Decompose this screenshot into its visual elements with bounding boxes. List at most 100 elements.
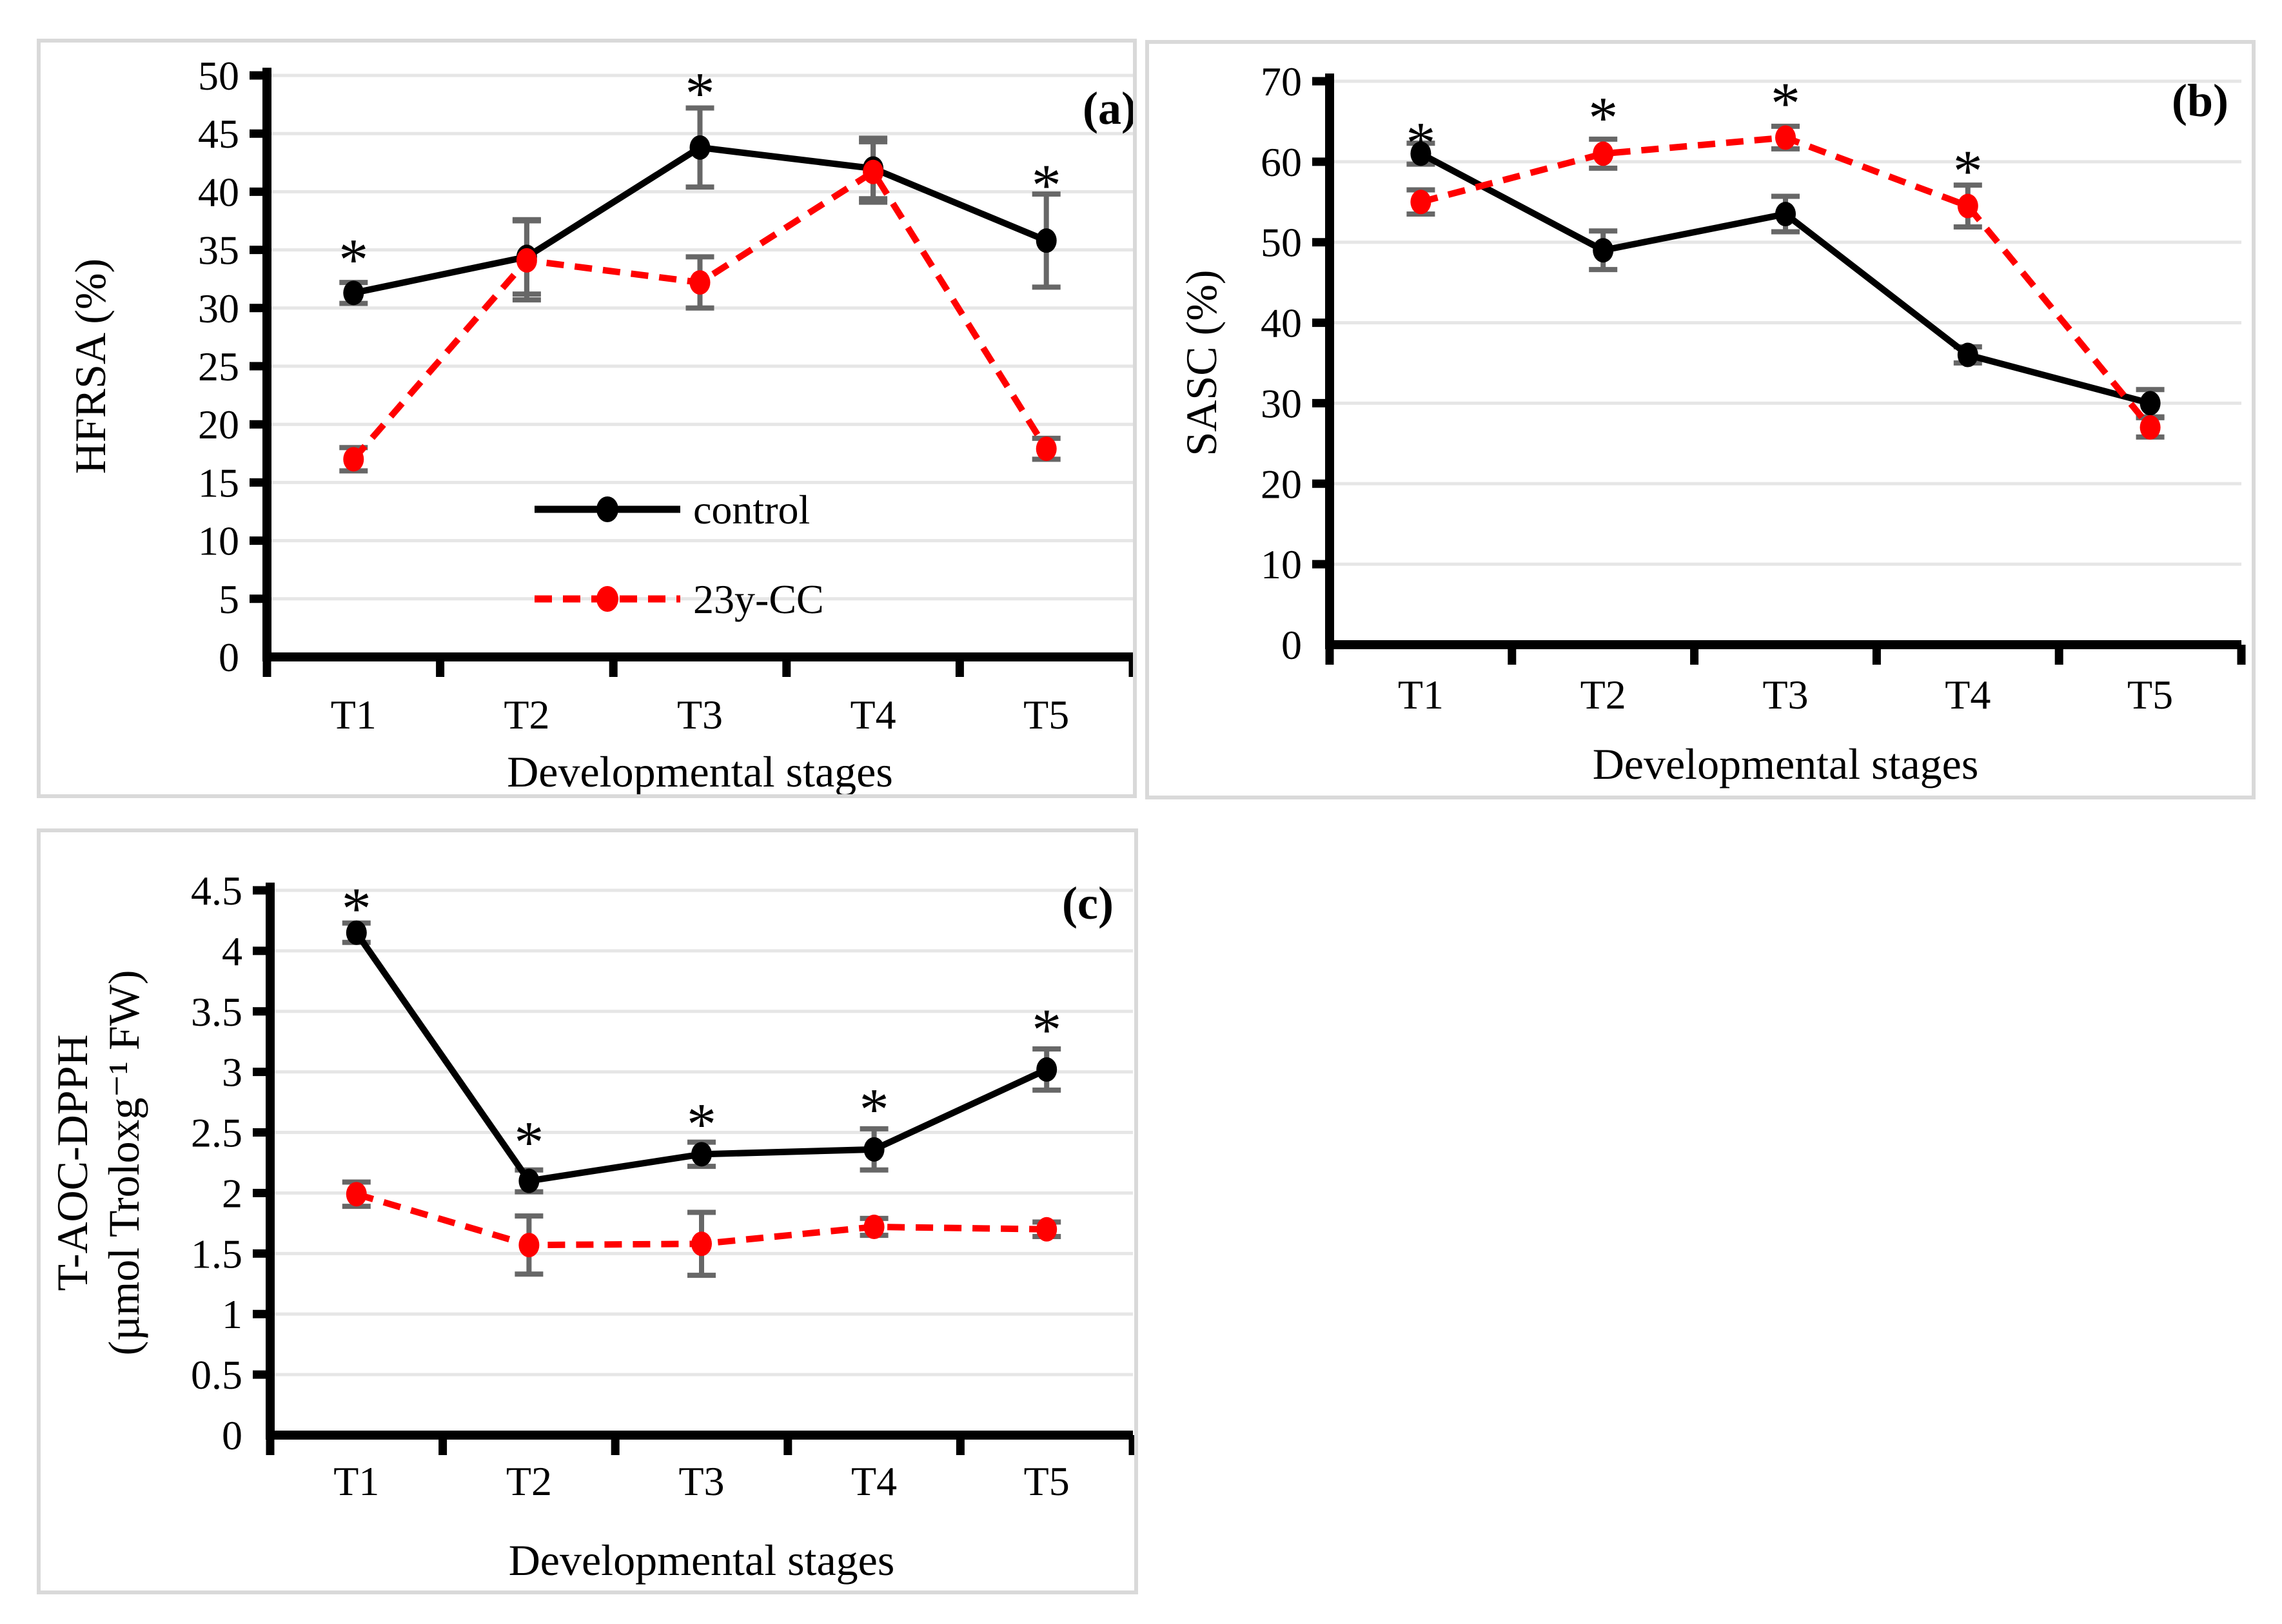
x-axis-title: Developmental stages <box>507 747 893 794</box>
significance-asterisk: * <box>342 876 371 941</box>
data-point-marker <box>1410 141 1431 166</box>
y-tick-label: 2 <box>222 1170 242 1216</box>
y-tick-label: 70 <box>1261 59 1302 104</box>
chart-a-hfrsa: * * * 0 5 10 15 20 25 30 35 40 45 50 T1 T2 T3 T4 T5 Develop… <box>66 53 1133 794</box>
legend-marker <box>596 496 618 522</box>
data-point-marker <box>863 159 884 184</box>
y-tick-label: 0 <box>222 1413 242 1458</box>
series-line-23y-CC <box>1420 134 2153 430</box>
data-point-marker <box>1036 1057 1057 1082</box>
significance-asterisk: * <box>685 60 715 126</box>
tick-marks <box>250 71 1133 677</box>
y-tick-label: 4.5 <box>191 868 242 914</box>
significance-asterisk: * <box>687 1091 716 1157</box>
y-tick-label: 20 <box>198 402 239 447</box>
y-tick-label: 60 <box>1261 139 1302 185</box>
y-tick-label: 1 <box>222 1291 242 1337</box>
data-point-marker <box>1593 141 1614 166</box>
data-point-marker <box>2139 391 2161 416</box>
y-tick-label: 5 <box>219 576 239 622</box>
y-tick-labels: 0 0.5 1 1.5 2 2.5 3 3.5 4 4.5 <box>191 868 242 1458</box>
y-tick-label: 30 <box>1261 380 1302 426</box>
y-tick-label: 1.5 <box>191 1231 242 1277</box>
significance-asterisk: * <box>1771 70 1800 136</box>
data-point-marker <box>1775 202 1796 227</box>
panel-c: * * * * * 0 0.5 1 1.5 2 2.5 3 3.5 4 4.5 T1 T2 T3 T4 T5 Devel… <box>37 828 1138 1594</box>
x-tick-labels: T1 T2 T3 T4 T5 <box>331 692 1069 738</box>
x-tick-label: T5 <box>2127 672 2173 718</box>
y-tick-label: 0 <box>1281 622 1302 668</box>
data-point-marker <box>1410 190 1431 215</box>
y-tick-label: 25 <box>198 344 239 389</box>
y-tick-label: 50 <box>1261 220 1302 266</box>
series-markers-23y-CC <box>346 1182 1057 1258</box>
panel-a: * * * 0 5 10 15 20 25 30 35 40 45 50 T1 T2 T3 T4 T5 Develop… <box>37 39 1137 798</box>
y-tick-label: 4 <box>222 928 242 974</box>
legend: control 23y-CC <box>535 487 824 622</box>
data-point-marker <box>518 1168 540 1193</box>
significance-asterisk: * <box>1953 138 1983 204</box>
y-axis-title: T-AOC-DPPH <box>48 1034 97 1291</box>
data-point-marker <box>343 447 364 472</box>
chart-b-sasc: * * * * 0 10 20 30 40 50 60 70 T1 T2 T3 T4 T5 Development… <box>1177 59 2246 788</box>
y-tick-label: 40 <box>1261 300 1302 346</box>
data-point-marker <box>691 1142 712 1167</box>
series-markers-23y-CC <box>343 159 1057 472</box>
x-axis-title: Developmental stages <box>509 1536 895 1585</box>
x-tick-label: T1 <box>331 692 377 738</box>
data-point-marker <box>516 248 537 273</box>
data-point-marker <box>689 135 711 160</box>
significance-marks: * * * <box>339 60 1061 292</box>
data-point-marker <box>346 1182 367 1207</box>
gridlines <box>270 888 1133 1376</box>
y-tick-label: 3 <box>222 1050 242 1095</box>
tick-marks <box>253 886 1134 1455</box>
series-markers-23y-CC <box>1410 125 2161 440</box>
legend-label: 23y-CC <box>693 576 824 622</box>
data-point-marker <box>1957 342 1978 367</box>
y-tick-label: 45 <box>198 111 239 157</box>
series-markers-control <box>346 920 1057 1193</box>
gridlines <box>1330 79 2241 566</box>
y-tick-label: 10 <box>198 518 239 564</box>
significance-marks: * * * * * <box>342 876 1061 1175</box>
data-point-marker <box>1775 125 1796 150</box>
y-tick-label: 40 <box>198 169 239 215</box>
y-tick-label: 35 <box>198 228 239 273</box>
x-tick-labels: T1 T2 T3 T4 T5 <box>1398 672 2173 718</box>
x-tick-label: T4 <box>851 1458 897 1504</box>
x-tick-label: T1 <box>1398 672 1444 718</box>
y-tick-label: 15 <box>198 460 239 505</box>
y-axis-title: SASC (%) <box>1177 269 1226 456</box>
y-tick-label: 50 <box>198 53 239 99</box>
x-tick-label: T3 <box>677 692 723 738</box>
x-tick-label: T2 <box>1580 672 1626 718</box>
axes <box>266 883 1133 1440</box>
panel-b: * * * * 0 10 20 30 40 50 60 70 T1 T2 T3 T4 T5 Development… <box>1145 40 2256 799</box>
data-point-marker <box>346 920 367 945</box>
axes <box>1325 73 2241 649</box>
data-point-marker <box>1957 193 1978 219</box>
y-tick-labels: 0 10 20 30 40 50 60 70 <box>1261 59 1302 668</box>
data-point-marker <box>1036 1217 1057 1242</box>
x-tick-label: T2 <box>506 1458 552 1504</box>
series-line-23y-CC <box>351 167 1049 462</box>
tick-marks <box>1312 77 2246 665</box>
significance-asterisk: * <box>339 226 368 292</box>
legend-label: control <box>693 487 810 533</box>
significance-marks: * * * * <box>1406 70 1982 204</box>
error-bars-23y-CC <box>1406 123 2165 440</box>
legend-marker <box>596 586 618 612</box>
y-tick-label: 0.5 <box>191 1352 242 1398</box>
significance-asterisk: * <box>860 1077 889 1142</box>
x-tick-label: T5 <box>1024 1458 1070 1504</box>
data-point-marker <box>691 1231 712 1257</box>
panel-letter: (c) <box>1062 877 1114 929</box>
data-point-marker <box>689 270 711 295</box>
panel-letter: (b) <box>2172 75 2228 126</box>
x-tick-label: T5 <box>1023 692 1069 738</box>
series-line-control <box>1419 150 2151 407</box>
y-tick-label: 0 <box>219 634 239 680</box>
panel-letter: (a) <box>1083 83 1133 134</box>
y-tick-label: 2.5 <box>191 1110 242 1156</box>
